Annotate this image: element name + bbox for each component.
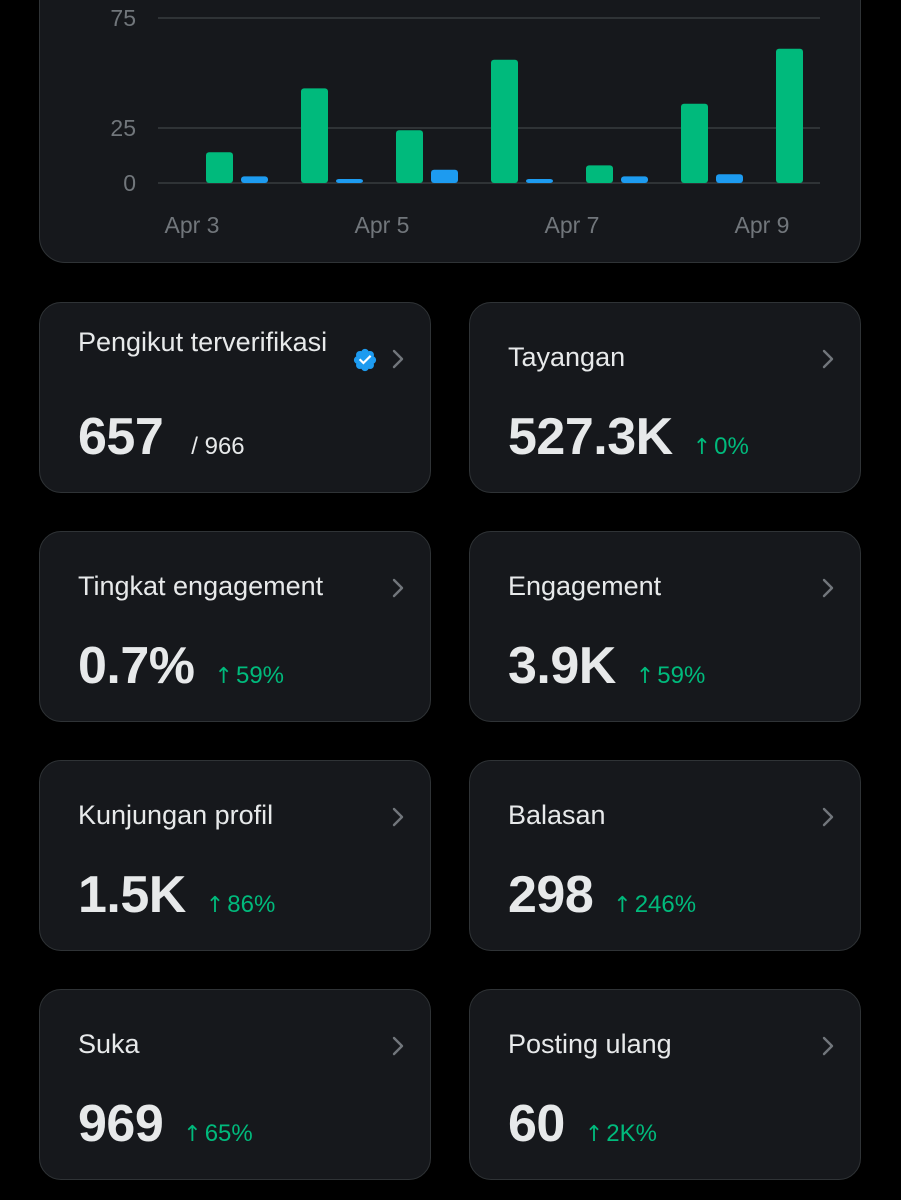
metric-value: 3.9K <box>508 637 616 695</box>
chevron-right-icon[interactable] <box>818 347 838 371</box>
metric-value: 298 <box>508 866 594 924</box>
bar-blue-apr-7 <box>526 179 553 183</box>
bar-blue-apr-9 <box>716 174 743 183</box>
chevron-right-icon[interactable] <box>818 576 838 600</box>
metric-value: 969 <box>78 1095 164 1153</box>
chevron-right-icon[interactable] <box>388 576 408 600</box>
metric-total: / 966 <box>191 433 245 460</box>
metric-value: 1.5K <box>78 866 186 924</box>
x-tick-label: Apr 9 <box>735 212 790 238</box>
bar-green-apr-3 <box>206 152 233 183</box>
x-tick-label: Apr 5 <box>355 212 410 238</box>
y-tick-label: 0 <box>123 170 136 196</box>
card-title: Suka <box>78 1029 140 1059</box>
card-engagements[interactable]: Engagement 3.9K ↑ 59% <box>469 531 861 722</box>
card-title: Kunjungan profil <box>78 800 274 830</box>
up-arrow-icon: ↑ <box>692 435 712 460</box>
verified-badge-icon <box>353 348 377 372</box>
card-replies[interactable]: Balasan 298 ↑ 246% <box>469 760 861 951</box>
delta-value: 59% <box>657 662 706 689</box>
up-arrow-icon: ↑ <box>214 664 233 689</box>
metric-delta: ↑ 59% <box>636 662 705 690</box>
up-arrow-icon: ↑ <box>613 893 632 918</box>
bar-blue-apr-5 <box>336 179 363 183</box>
delta-value: 59% <box>235 662 285 689</box>
card-likes[interactable]: Suka 969 ↑ 65% <box>39 989 431 1180</box>
bar-blue-apr-6 <box>431 169 458 183</box>
metric-delta: ↑ 246% <box>613 891 696 919</box>
bar-green-apr-4 <box>301 88 328 183</box>
metric-value: 60 <box>508 1095 565 1153</box>
card-title: Pengikut terverifikasi <box>78 327 328 357</box>
delta-value: 0% <box>714 433 749 460</box>
delta-value: 246% <box>634 891 697 918</box>
x-tick-label: Apr 7 <box>545 212 600 238</box>
metric-delta: ↑ 59% <box>215 662 284 690</box>
card-engagement-rate[interactable]: Tingkat engagement 0.7% ↑ 59% <box>39 531 431 722</box>
metric-delta: ↑ 65% <box>183 1120 252 1148</box>
metric-value: 0.7% <box>78 637 195 695</box>
card-reposts[interactable]: Posting ulang 60 ↑ 2K% <box>469 989 861 1180</box>
card-title: Tingkat engagement <box>78 571 324 601</box>
up-arrow-icon: ↑ <box>205 893 225 918</box>
metric-delta: ↑ 2K% <box>585 1120 657 1148</box>
delta-value: 2K% <box>606 1120 657 1147</box>
bar-blue-apr-4 <box>241 176 268 183</box>
chevron-right-icon[interactable] <box>388 1034 408 1058</box>
bar-green-apr-9 <box>776 48 803 183</box>
bar-green-apr-5 <box>396 130 423 183</box>
metric-value: 527.3K <box>508 408 673 466</box>
delta-value: 65% <box>204 1120 253 1147</box>
x-tick-label: Apr 3 <box>165 212 220 238</box>
y-tick-label: 75 <box>110 5 136 31</box>
chevron-right-icon[interactable] <box>818 1034 838 1058</box>
delta-value: 86% <box>227 891 276 918</box>
engagement-chart-card: 0 25 75 Apr 3 Apr 5 Apr 7 Apr 9 <box>39 0 861 263</box>
bar-blue-apr-8 <box>621 176 648 183</box>
card-title: Posting ulang <box>508 1029 672 1059</box>
bar-chart: 0 25 75 Apr 3 Apr 5 Apr 7 Apr 9 <box>110 5 820 238</box>
y-tick-label: 25 <box>110 115 136 141</box>
bar-green-apr-8 <box>681 103 708 183</box>
card-impressions[interactable]: Tayangan 527.3K ↑ 0% <box>469 302 861 493</box>
card-verified-followers[interactable]: Pengikut terverifikasi 657 / 966 <box>39 302 431 493</box>
metric-delta: ↑ 0% <box>693 433 749 461</box>
up-arrow-icon: ↑ <box>183 1122 202 1147</box>
bar-green-apr-6 <box>491 59 518 183</box>
chevron-right-icon[interactable] <box>388 347 408 371</box>
up-arrow-icon: ↑ <box>635 664 655 689</box>
card-title: Balasan <box>508 800 606 830</box>
bar-green-apr-7 <box>586 165 613 183</box>
chevron-right-icon[interactable] <box>818 805 838 829</box>
up-arrow-icon: ↑ <box>584 1122 604 1147</box>
metric-delta: ↑ 86% <box>206 891 275 919</box>
chevron-right-icon[interactable] <box>388 805 408 829</box>
card-profile-visits[interactable]: Kunjungan profil 1.5K ↑ 86% <box>39 760 431 951</box>
metric-value: 657 <box>78 408 164 466</box>
card-title: Engagement <box>508 571 662 601</box>
card-title: Tayangan <box>508 342 626 372</box>
